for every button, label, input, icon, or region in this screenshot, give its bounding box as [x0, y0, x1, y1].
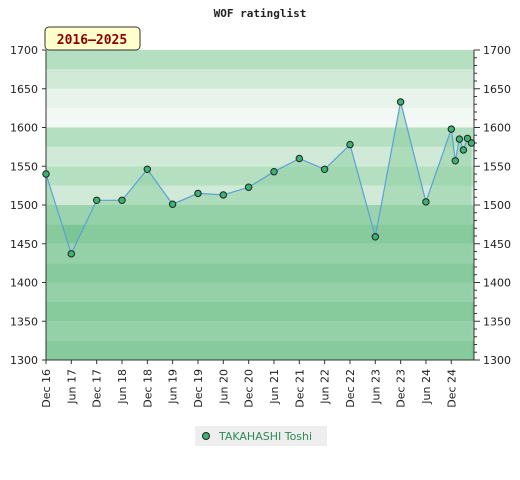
x-tick-label: Jun 24 [420, 369, 433, 405]
y-tick-label-left: 1500 [10, 199, 38, 212]
band [46, 127, 474, 147]
y-tick-label-right: 1400 [483, 277, 511, 290]
data-point [396, 98, 405, 106]
rating-area [46, 101, 472, 361]
data-point [93, 196, 101, 205]
data-point [244, 183, 253, 191]
y-tick-label-left: 1300 [10, 354, 38, 367]
data-point [219, 191, 228, 199]
band [46, 108, 474, 128]
y-tick-label-right: 1700 [483, 44, 511, 57]
data-point [463, 134, 472, 143]
series-takahashi [42, 98, 476, 258]
y-tick-label-left: 1600 [10, 122, 38, 135]
data-point [270, 168, 278, 176]
y-tick-label-right: 1500 [483, 199, 511, 212]
period-badge: 2016–2025 [44, 26, 141, 51]
x-tick-label: Dec 24 [445, 369, 458, 408]
x-tick-label: Jun 19 [167, 369, 180, 405]
y-tick-label-left: 1700 [10, 44, 38, 57]
x-tick-label: Jun 18 [116, 369, 129, 405]
data-point [168, 200, 177, 208]
data-point [447, 125, 455, 133]
data-point [320, 165, 329, 174]
y-axis-left: 1300 1350 1400 1450 1500 1550 1600 1650 1700 [10, 44, 46, 367]
y-tick-label-right: 1450 [483, 238, 511, 251]
band [46, 88, 474, 109]
data-point [295, 154, 303, 163]
data-point [467, 139, 476, 147]
band [46, 146, 474, 167]
y-tick-label-right: 1550 [483, 160, 511, 173]
x-tick-label: Dec 17 [91, 369, 104, 408]
data-point [455, 135, 464, 143]
y-tick-label-left: 1350 [10, 315, 38, 328]
y-tick-label-left: 1400 [10, 277, 38, 290]
data-point [143, 165, 152, 174]
x-tick-label: Dec 20 [243, 369, 256, 408]
y-tick-label-left: 1650 [10, 83, 38, 96]
y-tick-label-right: 1350 [483, 315, 511, 328]
y-axis-right: 1300 1350 1400 1450 1500 1550 1600 1650 1700 [474, 44, 511, 367]
band [46, 50, 474, 70]
x-tick-label: Dec 23 [395, 369, 408, 408]
x-tick-label: Jun 20 [217, 369, 230, 405]
data-point [67, 250, 76, 258]
x-tick-label: Dec 21 [293, 369, 306, 408]
data-point [459, 146, 468, 154]
area-fill [46, 101, 472, 361]
y-tick-label-left: 1450 [10, 238, 38, 251]
data-point [422, 198, 430, 206]
legend-series-name: TAKAHASHI Toshi [218, 430, 312, 443]
data-point [42, 170, 50, 178]
band [46, 69, 474, 89]
legend-marker [202, 432, 210, 440]
data-point [371, 233, 379, 241]
y-tick-label-left: 1550 [10, 160, 38, 173]
data-point [118, 196, 126, 205]
x-tick-label: Dec 22 [344, 369, 357, 408]
data-point [346, 140, 354, 149]
x-tick-label: Jun 22 [319, 369, 332, 405]
data-point [451, 157, 459, 165]
chart-title: WOF ratinglist [214, 7, 307, 20]
x-tick-label: Dec 18 [141, 369, 154, 408]
x-tick-label: Jun 17 [65, 369, 78, 405]
data-point [194, 189, 202, 198]
x-tick-label: Dec 16 [40, 369, 53, 408]
y-tick-label-right: 1650 [483, 83, 511, 96]
x-axis: Dec 16 Jun 17 Dec 17 Jun 18 Dec 18 Jun 19 Dec … [40, 360, 458, 408]
series-line [45, 101, 472, 256]
x-tick-label: Jun 23 [369, 369, 382, 405]
y-tick-label-right: 1600 [483, 122, 511, 135]
legend[interactable]: TAKAHASHI Toshi [195, 426, 327, 446]
period-label: 2016–2025 [57, 33, 127, 48]
y-tick-label-right: 1300 [483, 354, 511, 367]
x-tick-label: Jun 21 [268, 369, 281, 405]
x-tick-label: Dec 19 [192, 369, 205, 408]
